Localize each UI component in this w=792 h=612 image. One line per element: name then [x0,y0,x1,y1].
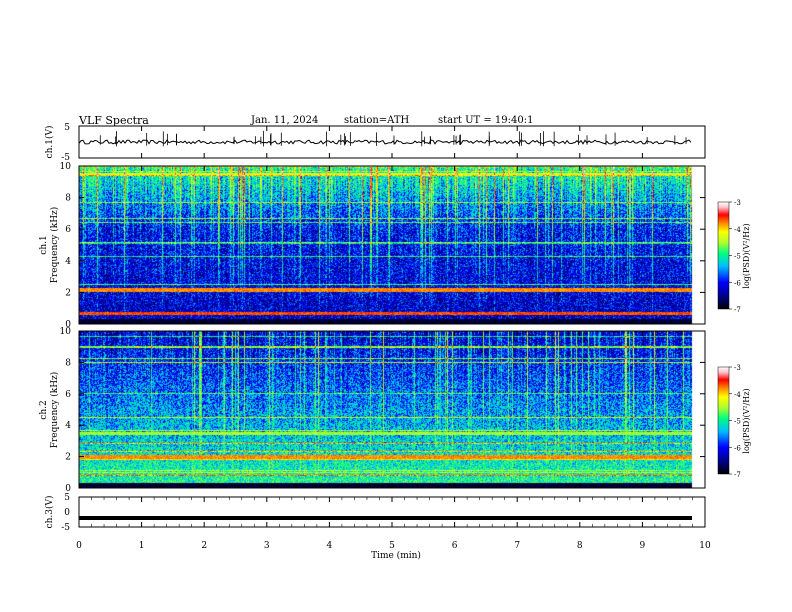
colorbar-tick-label: -4 [734,226,741,234]
ch2-colorbar-label: log(PSD)(V²/Hz) [742,388,751,453]
colorbar-tick-label: -6 [734,444,741,452]
colorbar-tick-label: -5 [734,418,741,426]
ch2-channel-label: ch.2 [39,400,49,419]
ch1-spectrogram-yticks: 0 2 4 6 8 10 [60,162,705,330]
colorbar-tick-label: -5 [734,253,741,261]
ch3-ytick-top: 5 [64,493,70,503]
y-tick-label: 0 [65,320,71,330]
colorbar-tick-label: -3 [734,364,741,372]
ch1-spikes [99,130,687,147]
y-tick-label: 8 [65,194,71,204]
x-tick-label: 7 [514,541,520,551]
x-tick-label: 10 [699,541,711,551]
x-tick-label: 2 [201,541,207,551]
ch1-colorbar-ticks: -3 -4 -5 -6 -7 [729,199,741,314]
x-tick-label: 5 [389,541,395,551]
y-tick-label: 4 [65,257,71,267]
time-axis-ticks: 0 1 2 3 4 5 6 7 8 9 10 [76,126,711,551]
y-tick-label: 4 [65,421,71,431]
start-time-label: start UT = 19:40:1 [438,115,534,126]
ch1-ylabel: ch.1(V) [44,126,55,159]
ch1-channel-label: ch.1 [39,235,49,254]
y-tick-label: 0 [65,484,71,494]
y-tick-label: 6 [65,390,71,400]
ch1-waveform-line [78,139,692,145]
x-tick-label: 0 [76,541,82,551]
y-tick-label: 2 [65,288,71,298]
ch1-colorbar [717,201,730,310]
chart-title: VLF Spectra [79,114,149,127]
y-tick-label: 8 [65,358,71,368]
ch3-ylabel: ch.3(V) [44,496,55,529]
ch2-frequency-label: Frequency (kHz) [49,372,60,449]
date-label: Jan. 11, 2024 [251,115,319,126]
ch2-spectrogram-yticks: 0 2 4 6 8 10 [60,327,705,494]
ch3-ytick-bottom: -5 [61,523,70,533]
y-tick-label: 6 [65,225,71,235]
ch1-ytick-bottom: -5 [61,153,70,163]
ch1-ytick-top: 5 [64,123,70,133]
station-label: station=ATH [344,115,410,126]
ch2-colorbar [717,366,730,475]
ch2-spectrogram-canvas [79,331,705,488]
colorbar-tick-label: -4 [734,391,741,399]
colorbar-tick-label: -6 [734,279,741,287]
ch1-spectrogram-canvas [79,166,705,324]
x-tick-label: 3 [264,541,270,551]
ch1-waveform-panel: 5 -5 ch.1(V) [44,123,706,163]
x-tick-label: 8 [577,541,583,551]
y-tick-label: 10 [60,162,72,172]
colorbar-tick-label: -7 [734,471,741,479]
time-axis-label: Time (min) [371,550,421,561]
ch2-colorbar-ticks: -3 -4 -5 -6 -7 [729,364,741,479]
ch3-ytick-mid: 0 [64,508,70,518]
x-tick-label: 9 [640,541,646,551]
x-tick-label: 6 [452,541,458,551]
colorbar-tick-label: -3 [734,199,741,207]
ch1-colorbar-label: log(PSD)(V²/Hz) [742,223,751,288]
x-tick-label: 1 [139,541,145,551]
ch3-waveform-panel: 5 0 -5 ch.3(V) [44,493,706,533]
y-tick-label: 10 [60,327,72,337]
x-tick-label: 4 [327,541,333,551]
ch1-frequency-label: Frequency (kHz) [49,207,60,284]
y-tick-label: 2 [65,453,71,463]
colorbar-tick-label: -7 [734,306,741,314]
